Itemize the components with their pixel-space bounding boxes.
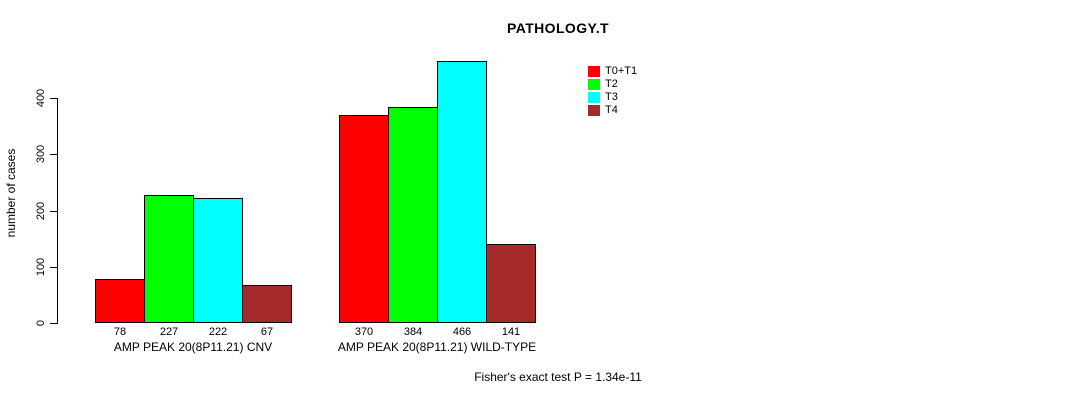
y-tick-label: 300	[35, 145, 47, 164]
group-label: AMP PEAK 20(8P11.21) CNV	[113, 340, 273, 354]
bar-t2	[144, 195, 194, 323]
fisher-test-annotation: Fisher's exact test P = 1.34e-11	[474, 370, 642, 384]
bar-value-label: 227	[159, 326, 179, 338]
bar-value-label: 222	[208, 326, 228, 338]
y-tick	[50, 154, 57, 156]
bar-value-label: 370	[354, 326, 374, 338]
y-tick-label: 100	[35, 257, 47, 276]
bar-t2	[388, 107, 438, 323]
bar-value-label: 67	[260, 326, 274, 338]
legend-label: T4	[605, 104, 618, 116]
legend-item: T3	[588, 92, 637, 103]
legend-label: T2	[605, 78, 618, 90]
bar-t4	[486, 244, 536, 323]
bar-t0-t1	[95, 279, 145, 323]
bar-value-label: 384	[403, 326, 423, 338]
y-tick-label: 0	[35, 319, 47, 327]
bar-t4	[242, 285, 292, 323]
bar-value-label: 78	[113, 326, 127, 338]
legend-label: T3	[605, 91, 618, 103]
legend: T0+T1 T2 T3 T4	[588, 66, 637, 118]
y-tick-label: 200	[35, 201, 47, 220]
legend-swatch-t4	[588, 105, 600, 116]
legend-item: T4	[588, 105, 637, 116]
bar-t3	[193, 198, 243, 323]
legend-label: T0+T1	[605, 65, 638, 77]
legend-swatch-t0-t1	[588, 66, 600, 77]
chart-title: PATHOLOGY.T	[507, 20, 609, 36]
bar-t3	[437, 61, 487, 323]
y-tick	[50, 266, 57, 268]
bar-value-label: 141	[501, 326, 521, 338]
legend-swatch-t2	[588, 79, 600, 90]
y-tick	[50, 323, 57, 324]
y-axis-line	[57, 98, 58, 324]
y-tick	[50, 210, 57, 212]
legend-item: T2	[588, 79, 637, 90]
bar-value-label: 466	[452, 326, 472, 338]
group-label: AMP PEAK 20(8P11.21) WILD-TYPE	[337, 340, 537, 354]
bar-t0-t1	[339, 115, 389, 323]
legend-item: T0+T1	[588, 66, 637, 77]
legend-swatch-t3	[588, 92, 600, 103]
y-axis-label: number of cases	[4, 148, 18, 238]
y-tick	[50, 98, 57, 99]
y-tick-label: 400	[35, 88, 47, 108]
